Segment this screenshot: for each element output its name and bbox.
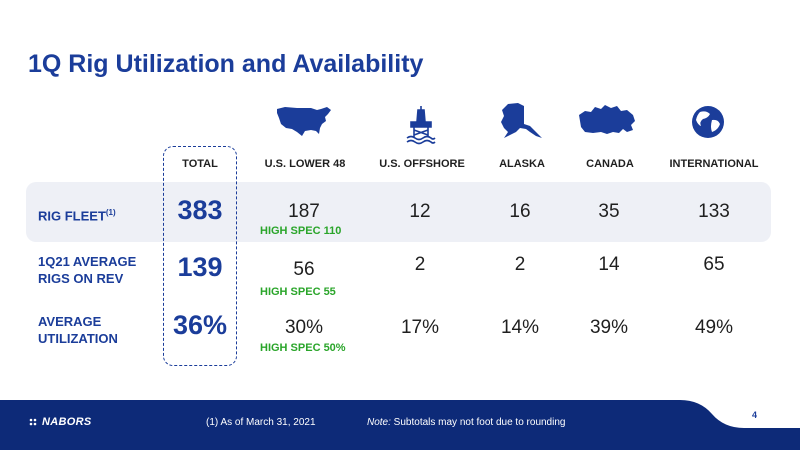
us-map-icon: [277, 107, 331, 136]
spec-avg-rigs-us-lower-48: HIGH SPEC 55: [260, 286, 336, 298]
cell-utilization-us-offshore: 17%: [400, 317, 440, 338]
total-utilization: 36%: [172, 310, 228, 340]
page-number: 4: [752, 410, 758, 420]
cell-utilization-canada: 39%: [589, 317, 629, 338]
column-header-alaska: ALASKA: [499, 158, 545, 170]
cell-utilization-us-lower-48: 30%: [284, 317, 324, 338]
rig-fleet-row-band: [26, 182, 771, 242]
footnote-marker: (1): [105, 208, 116, 217]
spec-utilization-us-lower-48: HIGH SPEC 50%: [260, 342, 346, 354]
cell-rig-fleet-international: 133: [698, 201, 730, 222]
column-header-total: TOTAL: [182, 158, 218, 170]
cell-utilization-international: 49%: [694, 317, 734, 338]
footnote-text: (1) As of March 31, 2021: [206, 417, 316, 428]
cell-rig-fleet-canada: 35: [598, 201, 620, 222]
row-label-utilization: AVERAGE UTILIZATION: [38, 314, 118, 346]
column-header-international: INTERNATIONAL: [669, 158, 759, 170]
total-rig-fleet: 383: [177, 195, 223, 225]
row-label-avg-rigs: 1Q21 AVERAGE RIGS ON REV: [38, 254, 137, 286]
nabors-logo-mark-icon: [29, 418, 37, 426]
column-header-canada: CANADA: [586, 158, 634, 170]
page-title: 1Q Rig Utilization and Availability: [28, 50, 424, 78]
cell-rig-fleet-us-offshore: 12: [409, 201, 431, 222]
cell-utilization-alaska: 14%: [500, 317, 540, 338]
cell-rig-fleet-us-lower-48: 187: [288, 201, 320, 222]
alaska-map-icon: [501, 103, 542, 138]
spec-rig-fleet-us-lower-48: HIGH SPEC 110: [260, 225, 342, 237]
cell-avg-rigs-canada: 14: [598, 254, 620, 275]
cell-avg-rigs-international: 65: [703, 254, 725, 275]
cell-avg-rigs-us-offshore: 2: [414, 254, 426, 275]
cell-avg-rigs-us-lower-48: 56: [293, 259, 315, 280]
cell-avg-rigs-alaska: 2: [514, 254, 526, 275]
offshore-rig-icon: [406, 106, 436, 145]
globe-icon: [692, 106, 724, 138]
nabors-logo: NABORS: [28, 416, 91, 428]
column-header-us-lower-48: U.S. LOWER 48: [264, 158, 346, 170]
footer-bar: [0, 400, 800, 450]
rounding-note: Note: Subtotals may not foot due to roun…: [367, 417, 566, 428]
row-label-rig-fleet: RIG FLEET(1): [38, 208, 116, 224]
canada-map-icon: [579, 105, 635, 134]
cell-rig-fleet-alaska: 16: [509, 201, 531, 222]
total-column-frame: [163, 146, 237, 366]
total-avg-rigs: 139: [177, 252, 223, 282]
column-header-us-offshore: U.S. OFFSHORE: [379, 158, 465, 170]
